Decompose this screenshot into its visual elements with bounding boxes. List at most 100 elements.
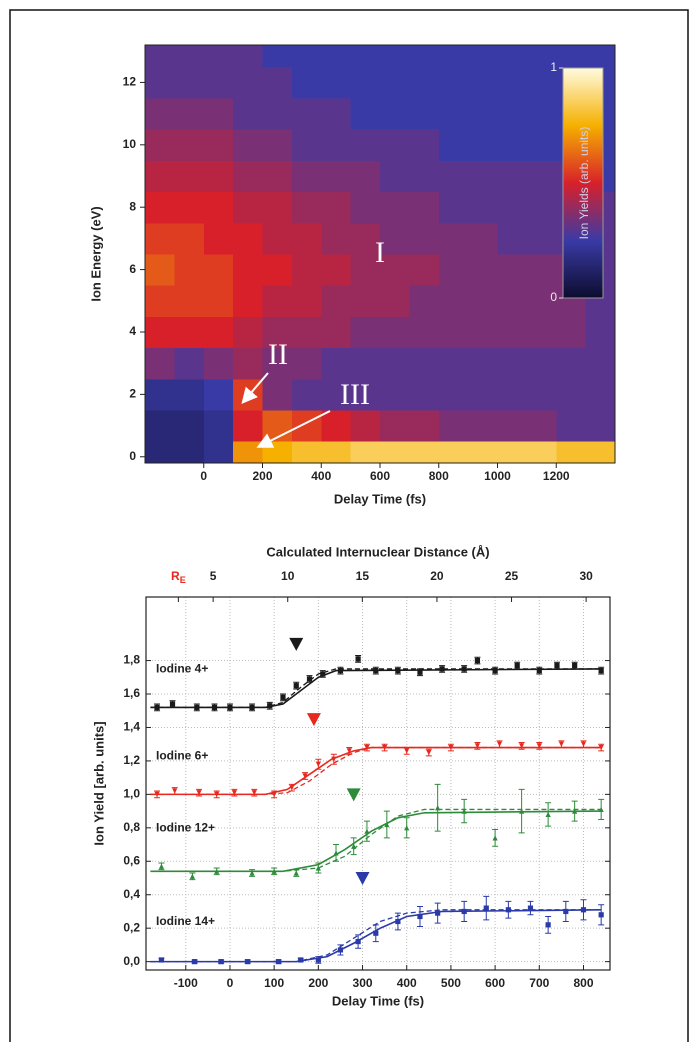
heatmap-cell xyxy=(409,129,440,161)
data-point xyxy=(580,907,587,913)
data-point xyxy=(514,662,520,669)
data-point xyxy=(331,756,337,762)
heatmap-cell xyxy=(380,347,410,380)
y-tick-label: 12 xyxy=(123,75,137,89)
x-tick-label: 800 xyxy=(429,469,449,483)
annotation-arrow xyxy=(256,410,331,448)
data-point xyxy=(249,704,255,710)
data-point xyxy=(435,910,441,916)
data-point xyxy=(271,791,277,797)
heatmap-cell xyxy=(497,45,528,68)
heatmap-cell xyxy=(145,254,175,286)
heatmap-cell xyxy=(497,285,528,317)
fit-line-dashed xyxy=(150,668,602,709)
heatmap-cell xyxy=(497,254,528,286)
fit-line-dashed xyxy=(150,808,602,872)
fit-line-dashed xyxy=(150,746,602,796)
data-point xyxy=(289,785,295,791)
data-point xyxy=(483,905,489,911)
x-tick-label: 800 xyxy=(573,976,593,990)
heatmap-cell xyxy=(438,191,469,224)
data-point xyxy=(572,808,578,814)
heatmap-cell xyxy=(468,441,498,463)
heatmap-cell xyxy=(438,129,469,161)
fit-line xyxy=(150,746,602,796)
x-tick-label: 0 xyxy=(227,976,234,990)
heatmap-cell xyxy=(438,347,469,380)
heatmap-cell xyxy=(233,347,263,380)
x2-tick-label: 30 xyxy=(579,569,593,583)
heatmap-cell xyxy=(350,98,381,130)
x-tick-label: 600 xyxy=(370,469,390,483)
heatmap-cell xyxy=(174,66,205,99)
heatmap-cell xyxy=(350,285,381,317)
data-point xyxy=(271,868,277,874)
x2-axis-title: Calculated Internuclear Distance (Å) xyxy=(266,544,489,559)
data-point xyxy=(404,748,410,754)
data-point xyxy=(194,704,200,710)
data-point xyxy=(545,811,551,818)
heatmap-cell xyxy=(380,129,410,161)
data-point xyxy=(249,870,255,876)
data-point xyxy=(337,947,344,953)
heatmap-cell xyxy=(262,45,293,68)
x-axis-title: Delay Time (fs) xyxy=(334,491,426,506)
data-point xyxy=(554,662,560,669)
heatmap-cell xyxy=(409,316,440,349)
heatmap-cell xyxy=(468,66,498,99)
heatmap-cell xyxy=(203,191,234,224)
x-tick-label: 400 xyxy=(397,976,417,990)
heatmap-cell xyxy=(233,45,263,68)
x-tick-label: 1000 xyxy=(484,469,511,483)
heatmap-cell xyxy=(321,285,352,317)
x-tick-label: 100 xyxy=(264,976,284,990)
heatmap-cell xyxy=(291,160,322,193)
heatmap-cell xyxy=(438,66,469,99)
heatmap-cell xyxy=(350,66,381,99)
heatmap-cell xyxy=(291,129,322,161)
heatmap-cell xyxy=(174,254,205,286)
heatmap-cell xyxy=(409,285,440,317)
data-point xyxy=(333,850,339,856)
heatmap-cell xyxy=(233,254,263,286)
data-point xyxy=(536,743,542,749)
heatmap-cell xyxy=(468,160,498,193)
heatmap-cell xyxy=(262,98,293,130)
x2-tick-label: 5 xyxy=(210,569,217,583)
colorbar-tick-label: 0 xyxy=(550,290,557,304)
data-point xyxy=(474,743,481,749)
data-point xyxy=(404,825,410,831)
series-label: Iodine 4+ xyxy=(156,662,208,676)
data-point xyxy=(337,667,344,674)
heatmap-cell xyxy=(409,160,440,193)
data-point xyxy=(154,704,160,710)
heatmap-cell xyxy=(497,160,528,193)
heatmap-cell xyxy=(497,98,528,130)
heatmap-cell xyxy=(409,98,440,130)
heatmap-cell xyxy=(321,129,352,161)
heatmap-cell xyxy=(145,129,175,161)
heatmap-cell xyxy=(468,254,498,286)
data-point xyxy=(417,913,423,920)
heatmap-cell xyxy=(380,316,410,349)
heatmap-cell xyxy=(497,409,528,442)
heatmap-cell xyxy=(526,378,557,411)
heatmap-cell xyxy=(350,129,381,161)
heatmap-cell xyxy=(438,409,469,442)
data-point xyxy=(293,683,299,689)
x-tick-label: 600 xyxy=(485,976,505,990)
heatmap-cell xyxy=(350,222,381,255)
heatmap-cell xyxy=(203,409,234,442)
data-point xyxy=(474,657,481,664)
heatmap-cell xyxy=(291,66,322,99)
heatmap-cell xyxy=(526,66,557,99)
data-point xyxy=(395,667,401,674)
heatmap-cell xyxy=(233,316,263,349)
heatmap-cell xyxy=(526,409,557,442)
heatmap-cell xyxy=(350,409,381,442)
heatmap-cell xyxy=(409,254,440,286)
heatmap-cell xyxy=(350,160,381,193)
heatmap-cell xyxy=(380,45,410,68)
heatmap-cell xyxy=(556,45,587,68)
data-point xyxy=(580,741,587,747)
